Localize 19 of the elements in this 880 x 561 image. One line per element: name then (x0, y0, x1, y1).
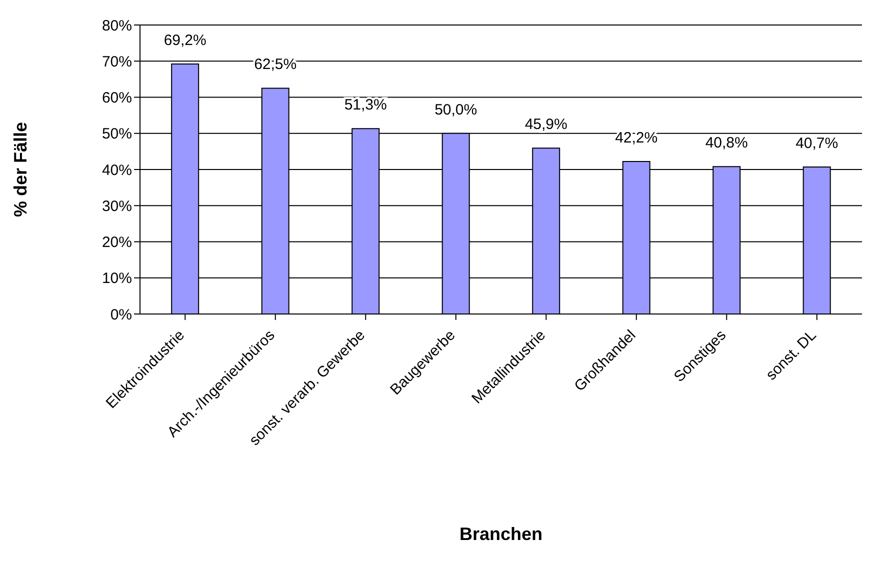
y-tick-label: 0% (110, 306, 132, 324)
data-label: 40,7% (796, 134, 838, 152)
y-tick-label: 10% (102, 270, 132, 288)
x-axis-title: Branchen (459, 524, 543, 544)
data-label: 42,2% (615, 130, 658, 147)
y-tick-label: 70% (102, 53, 132, 70)
y-tick-label: 20% (102, 234, 132, 252)
data-label: 40,8% (705, 134, 748, 152)
data-label: 45,9% (524, 116, 568, 134)
y-tick-label: 60% (102, 90, 132, 107)
data-label: 62,5% (254, 56, 297, 74)
y-tick-label: 40% (102, 162, 132, 179)
data-label: 51,3% (344, 96, 387, 114)
data-label: 69,2% (164, 32, 206, 50)
y-tick-label: 30% (102, 198, 132, 215)
y-tick-label: 50% (102, 126, 132, 143)
y-tick-label: 80% (102, 17, 132, 34)
y-axis-title: % der Fälle (10, 122, 30, 218)
data-label: 50,0% (434, 101, 478, 118)
